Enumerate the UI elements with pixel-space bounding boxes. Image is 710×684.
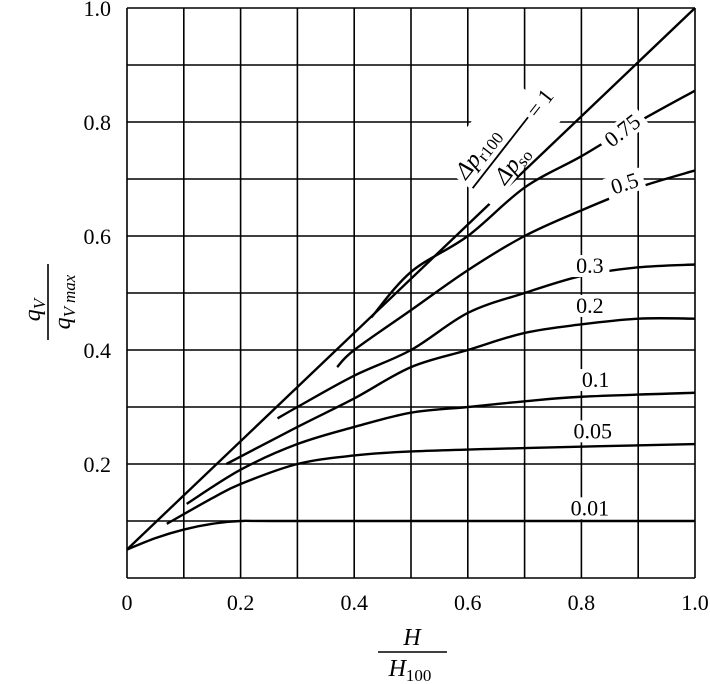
tick-labels: 0 0.2 0.4 0.6 0.8 1.0 0.2 0.4 0.6 0.8 1.0 [84,0,709,615]
y-denominator: qV max [50,274,79,329]
curve-label-bg [570,294,610,317]
curve-label: 0.1 [582,367,610,392]
y-tick-label: 0.8 [84,110,112,135]
curve-label-bg [570,255,610,278]
fraction-bar [471,116,529,189]
x-tick-label: 1.0 [681,590,709,615]
x-axis-title: H H100 [378,625,447,684]
grid [126,7,696,579]
y-tick-label: 0.6 [84,224,112,249]
parameter-label-bg [438,75,563,207]
curve-labels: 0.750.50.30.20.10.050.01 [564,106,650,520]
curve-0_5 [336,169,696,368]
curve-label-bg [596,106,650,155]
curve-label: 0.3 [576,253,604,278]
curve-label: 0.05 [574,418,613,443]
curve-label: 0.2 [576,293,604,318]
x-tick-label: 0 [122,590,133,615]
x-numerator: H [402,625,422,651]
curve-0_05 [166,442,696,525]
curve-label-bg [602,167,647,201]
y-numerator: qV [20,296,49,321]
x-tick-label: 0.2 [227,590,255,615]
curve-0_3 [276,263,696,420]
y-tick-label: 0.4 [84,338,112,363]
curve-0_2 [225,317,696,466]
x-denominator: H100 [388,656,432,684]
curve-0_01 [126,519,695,551]
curve-label-bg [564,497,615,520]
y-axis-title: qV qV max [20,264,79,340]
x-tick-label: 0.8 [568,590,596,615]
x-tick-label: 0.6 [454,590,482,615]
y-tick-label: 1.0 [84,0,112,21]
curve-0_1 [185,391,696,505]
curve-label: 0.01 [571,495,610,520]
curve-label-bg [576,369,616,392]
parameter-label: Δpr100 Δpso = 1 [438,75,563,207]
curve-1 [126,7,696,551]
x-tick-label: 0.4 [340,590,368,615]
curve-label-bg [567,420,618,443]
y-tick-label: 0.2 [84,452,112,477]
